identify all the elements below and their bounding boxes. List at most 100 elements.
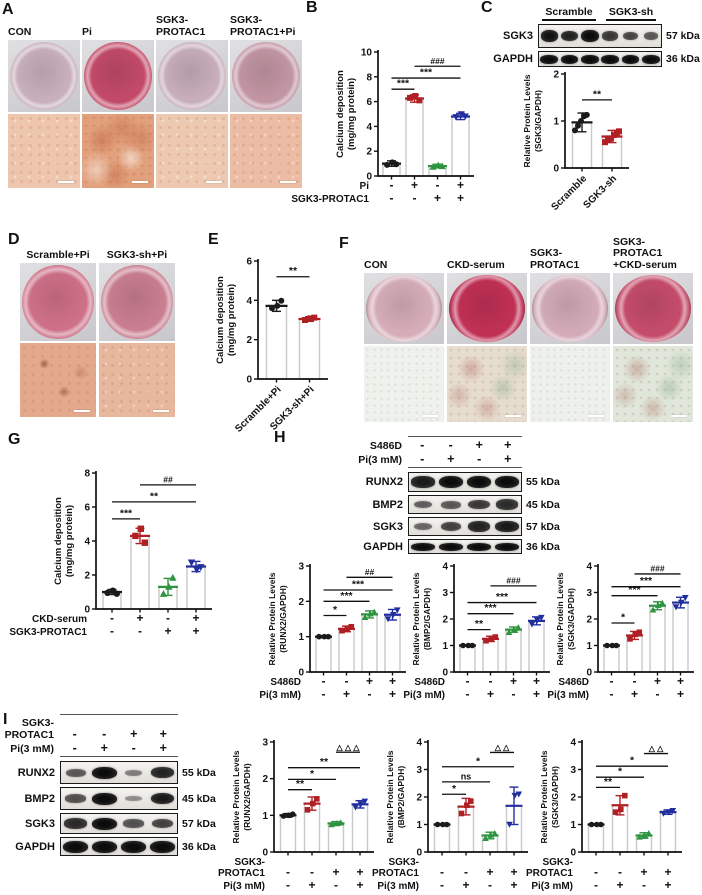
data-point [367,610,374,617]
x-row-value: - [610,674,614,688]
condition-row: Pi(3 mM) - + - + [4,742,222,756]
data-point [659,599,666,606]
y-axis-label: Relative Protein Levels [555,572,565,665]
condition-label-line: SGK3- [21,717,54,729]
scale-bar [206,180,222,183]
panel-H-chart-sgk3: 0 1 2 3 4 Relative Protein Levels (SGK3/GAPDH)… [547,556,696,706]
sig-label: ** [604,776,613,788]
panel-H-chart-runx2: 0 1 2 3 Relative Protein Levels (RUNX2/GAPDH)… [259,556,408,706]
data-point [627,636,633,642]
x-row-label: Pi [360,181,370,192]
sig-label: ** [289,265,298,277]
lane-group-label: Scramble [538,6,600,21]
x-row-value: - [334,878,338,892]
scale-bar [132,180,148,183]
y-tick-label: 3 [586,588,592,599]
panel-label-D: D [8,231,20,248]
condition-label-line: PROTAC1 [530,258,580,271]
data-point [612,809,619,815]
protein-label: GAPDH [15,840,55,853]
x-row-value: + [510,865,517,879]
lane [600,25,620,47]
protein-label: RUNX2 [17,766,55,779]
data-point [483,637,489,644]
band [92,766,117,779]
x-row-value: + [677,687,684,701]
image-column: Pi [82,12,154,188]
x-row-value: + [434,191,441,205]
lane [90,814,119,833]
protein-label: BMP2 [372,498,403,511]
condition-values: - + - + [60,742,178,755]
x-row-value: + [640,865,647,879]
condition-value: + [447,452,455,466]
bar [603,644,620,673]
chart: 0 1 2 3 4 Relative Protein Levels (SGK3/GAPDH)… [526,738,682,892]
condition-values: - - + + [60,728,178,741]
data-point [622,792,628,799]
band [495,520,519,533]
x-row-value: - [642,878,646,892]
lane [465,473,493,491]
x-row-value: - [610,687,614,701]
band-box [60,787,178,810]
protein-label: SGK3 [25,817,55,830]
lane [465,496,493,513]
x-row-value: - [594,878,598,892]
data-point [444,821,450,828]
data-point [416,97,423,104]
data-point [487,831,495,838]
x-row-value: + [192,611,199,625]
microscopy-photo [20,343,96,417]
x-row-value: - [466,687,470,701]
data-point [678,599,685,606]
data-point [469,642,476,649]
x-row-value: - [138,624,142,638]
x-row-value: - [413,191,417,205]
y-tick-label: 0 [570,848,576,859]
band [124,769,143,776]
lane [580,52,600,66]
stained-well [232,42,300,110]
band [123,819,144,828]
chart: 0 1 2 3 4 Relative Protein Levels (BMP2/GAPDH)… [403,562,550,701]
bar [186,565,206,610]
blot-lane-groups: Scramble SGK3-sh [538,6,662,21]
y-axis-label: Relative Protein Levels [411,572,421,665]
band [438,542,464,551]
condition-value: - [102,727,107,741]
data-point [515,624,522,631]
lane [409,496,437,513]
panel-label-H: H [274,429,286,446]
panel-B-chart: 0 2 4 6 8 10 Calcium deposition (mg/mg protein)… [291,40,474,215]
lane [641,25,661,47]
condition-label-line: CKD-serum [447,258,505,271]
data-point [598,821,604,828]
kda-label: 57 kDa [666,30,700,42]
well-photo [8,40,80,112]
data-point [669,807,677,815]
band [413,500,433,509]
lane [620,25,640,47]
sig-label: ### [506,575,520,585]
sig-label: * [630,755,635,767]
sig-label: *** [352,579,365,591]
data-point [672,604,680,611]
kda-label: 57 kDa [182,817,216,830]
microscopy-photo [364,346,444,422]
condition-label-line: +CKD-serum [613,258,677,271]
data-point [274,302,281,309]
x-row-value: - [464,865,468,879]
y-axis-label: (mg/mg protein) [226,284,237,356]
condition-value: - [72,727,77,741]
well-photo [230,40,302,112]
condition-value: + [475,438,483,452]
blot-band-row: SGK3 57 kDa [352,517,566,536]
band [410,542,436,551]
stained-well [101,265,173,339]
lane [409,518,437,535]
lane [465,518,493,535]
data-point [132,532,139,540]
x-row-value: - [310,865,314,879]
lane [148,814,177,833]
